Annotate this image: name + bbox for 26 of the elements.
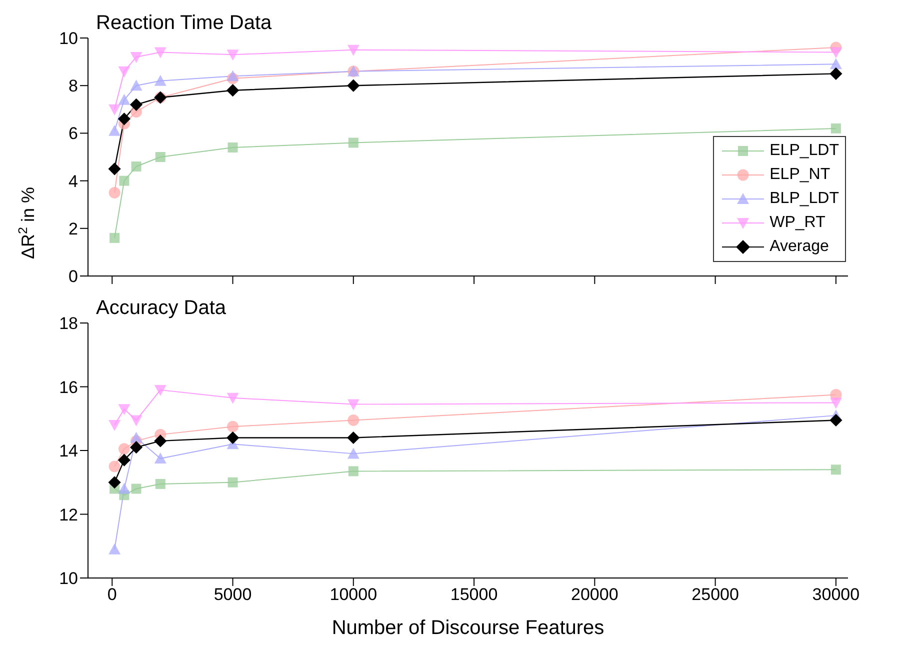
x-tick-label: 10000 xyxy=(330,585,378,604)
y-tick-label: 0 xyxy=(68,267,78,286)
y-tick-label: 14 xyxy=(59,442,78,461)
y-tick-label: 8 xyxy=(68,76,78,96)
legend-label: Average xyxy=(770,238,829,256)
y-tick-label: 10 xyxy=(59,29,78,48)
x-tick-label: 15000 xyxy=(450,585,498,604)
y-tick-label: 10 xyxy=(59,569,78,588)
y-tick-label: 16 xyxy=(59,378,78,397)
y-tick-label: 6 xyxy=(68,124,78,144)
x-tick-label: 20000 xyxy=(571,585,618,604)
chart-title: Reaction Time Data xyxy=(96,12,272,35)
x-tick-label: 5000 xyxy=(214,585,252,604)
y-tick-label: 18 xyxy=(59,314,78,334)
x-tick-label: 25000 xyxy=(692,585,739,604)
x-axis-title: Number of Discourse Features xyxy=(330,617,606,640)
y-tick-label: 12 xyxy=(59,505,78,524)
y-tick-label: 2 xyxy=(68,219,78,238)
x-tick-label: 0 xyxy=(107,585,117,604)
chart-title: Accuracy Data xyxy=(96,297,226,320)
legend-label: WP_RT xyxy=(770,214,826,232)
y-tick-label: 4 xyxy=(68,172,78,191)
x-tick-label: 30000 xyxy=(812,585,860,604)
legend-label: BLP_LDT xyxy=(770,190,839,208)
legend-label: ELP_LDT xyxy=(770,142,839,160)
legend-label: ELP_NT xyxy=(770,166,830,184)
